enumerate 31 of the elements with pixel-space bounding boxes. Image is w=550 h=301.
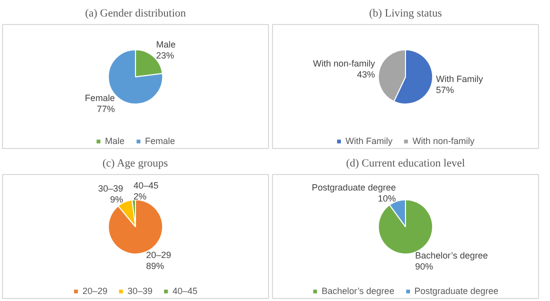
legend-label: Postgraduate degree (414, 286, 498, 296)
legend-label: 20–29 (82, 286, 108, 296)
data-label: 89% (146, 261, 164, 272)
slice-label: Male (156, 39, 176, 50)
legend-label: Female (144, 136, 176, 146)
legend-label: With non-family (412, 136, 475, 146)
legend-label: 30–39 (127, 286, 153, 296)
data-label: 77% (96, 104, 115, 114)
slice-label: 20–29 (146, 250, 172, 260)
chart-title: (c) Age groups (102, 158, 168, 170)
slice-label: With Family (436, 74, 484, 84)
data-label: 9% (110, 194, 124, 204)
slice-label: Bachelor’s degree (415, 250, 488, 260)
data-label: 90% (415, 261, 434, 272)
data-label: 43% (357, 70, 376, 80)
slice-label: Female (84, 93, 115, 104)
data-label: 57% (436, 85, 454, 96)
legend-label: With Family (345, 136, 392, 146)
data-label: 2% (134, 192, 147, 202)
chart-title: (a) Gender distribution (85, 8, 186, 20)
data-label: 10% (378, 193, 396, 204)
data-label: 23% (156, 50, 174, 60)
slice-label: 30–39 (98, 183, 124, 194)
slice-label: Postgraduate degree (312, 182, 396, 192)
slice-label: With non-family (313, 58, 376, 69)
legend-label: Male (104, 136, 125, 146)
chart-title: (b) Living status (369, 8, 442, 20)
chart-title: (d) Current education level (346, 158, 465, 170)
legend-label: 40–45 (172, 286, 198, 296)
slice-label: 40–45 (134, 180, 159, 191)
legend-label: Bachelor’s degree (322, 286, 394, 296)
